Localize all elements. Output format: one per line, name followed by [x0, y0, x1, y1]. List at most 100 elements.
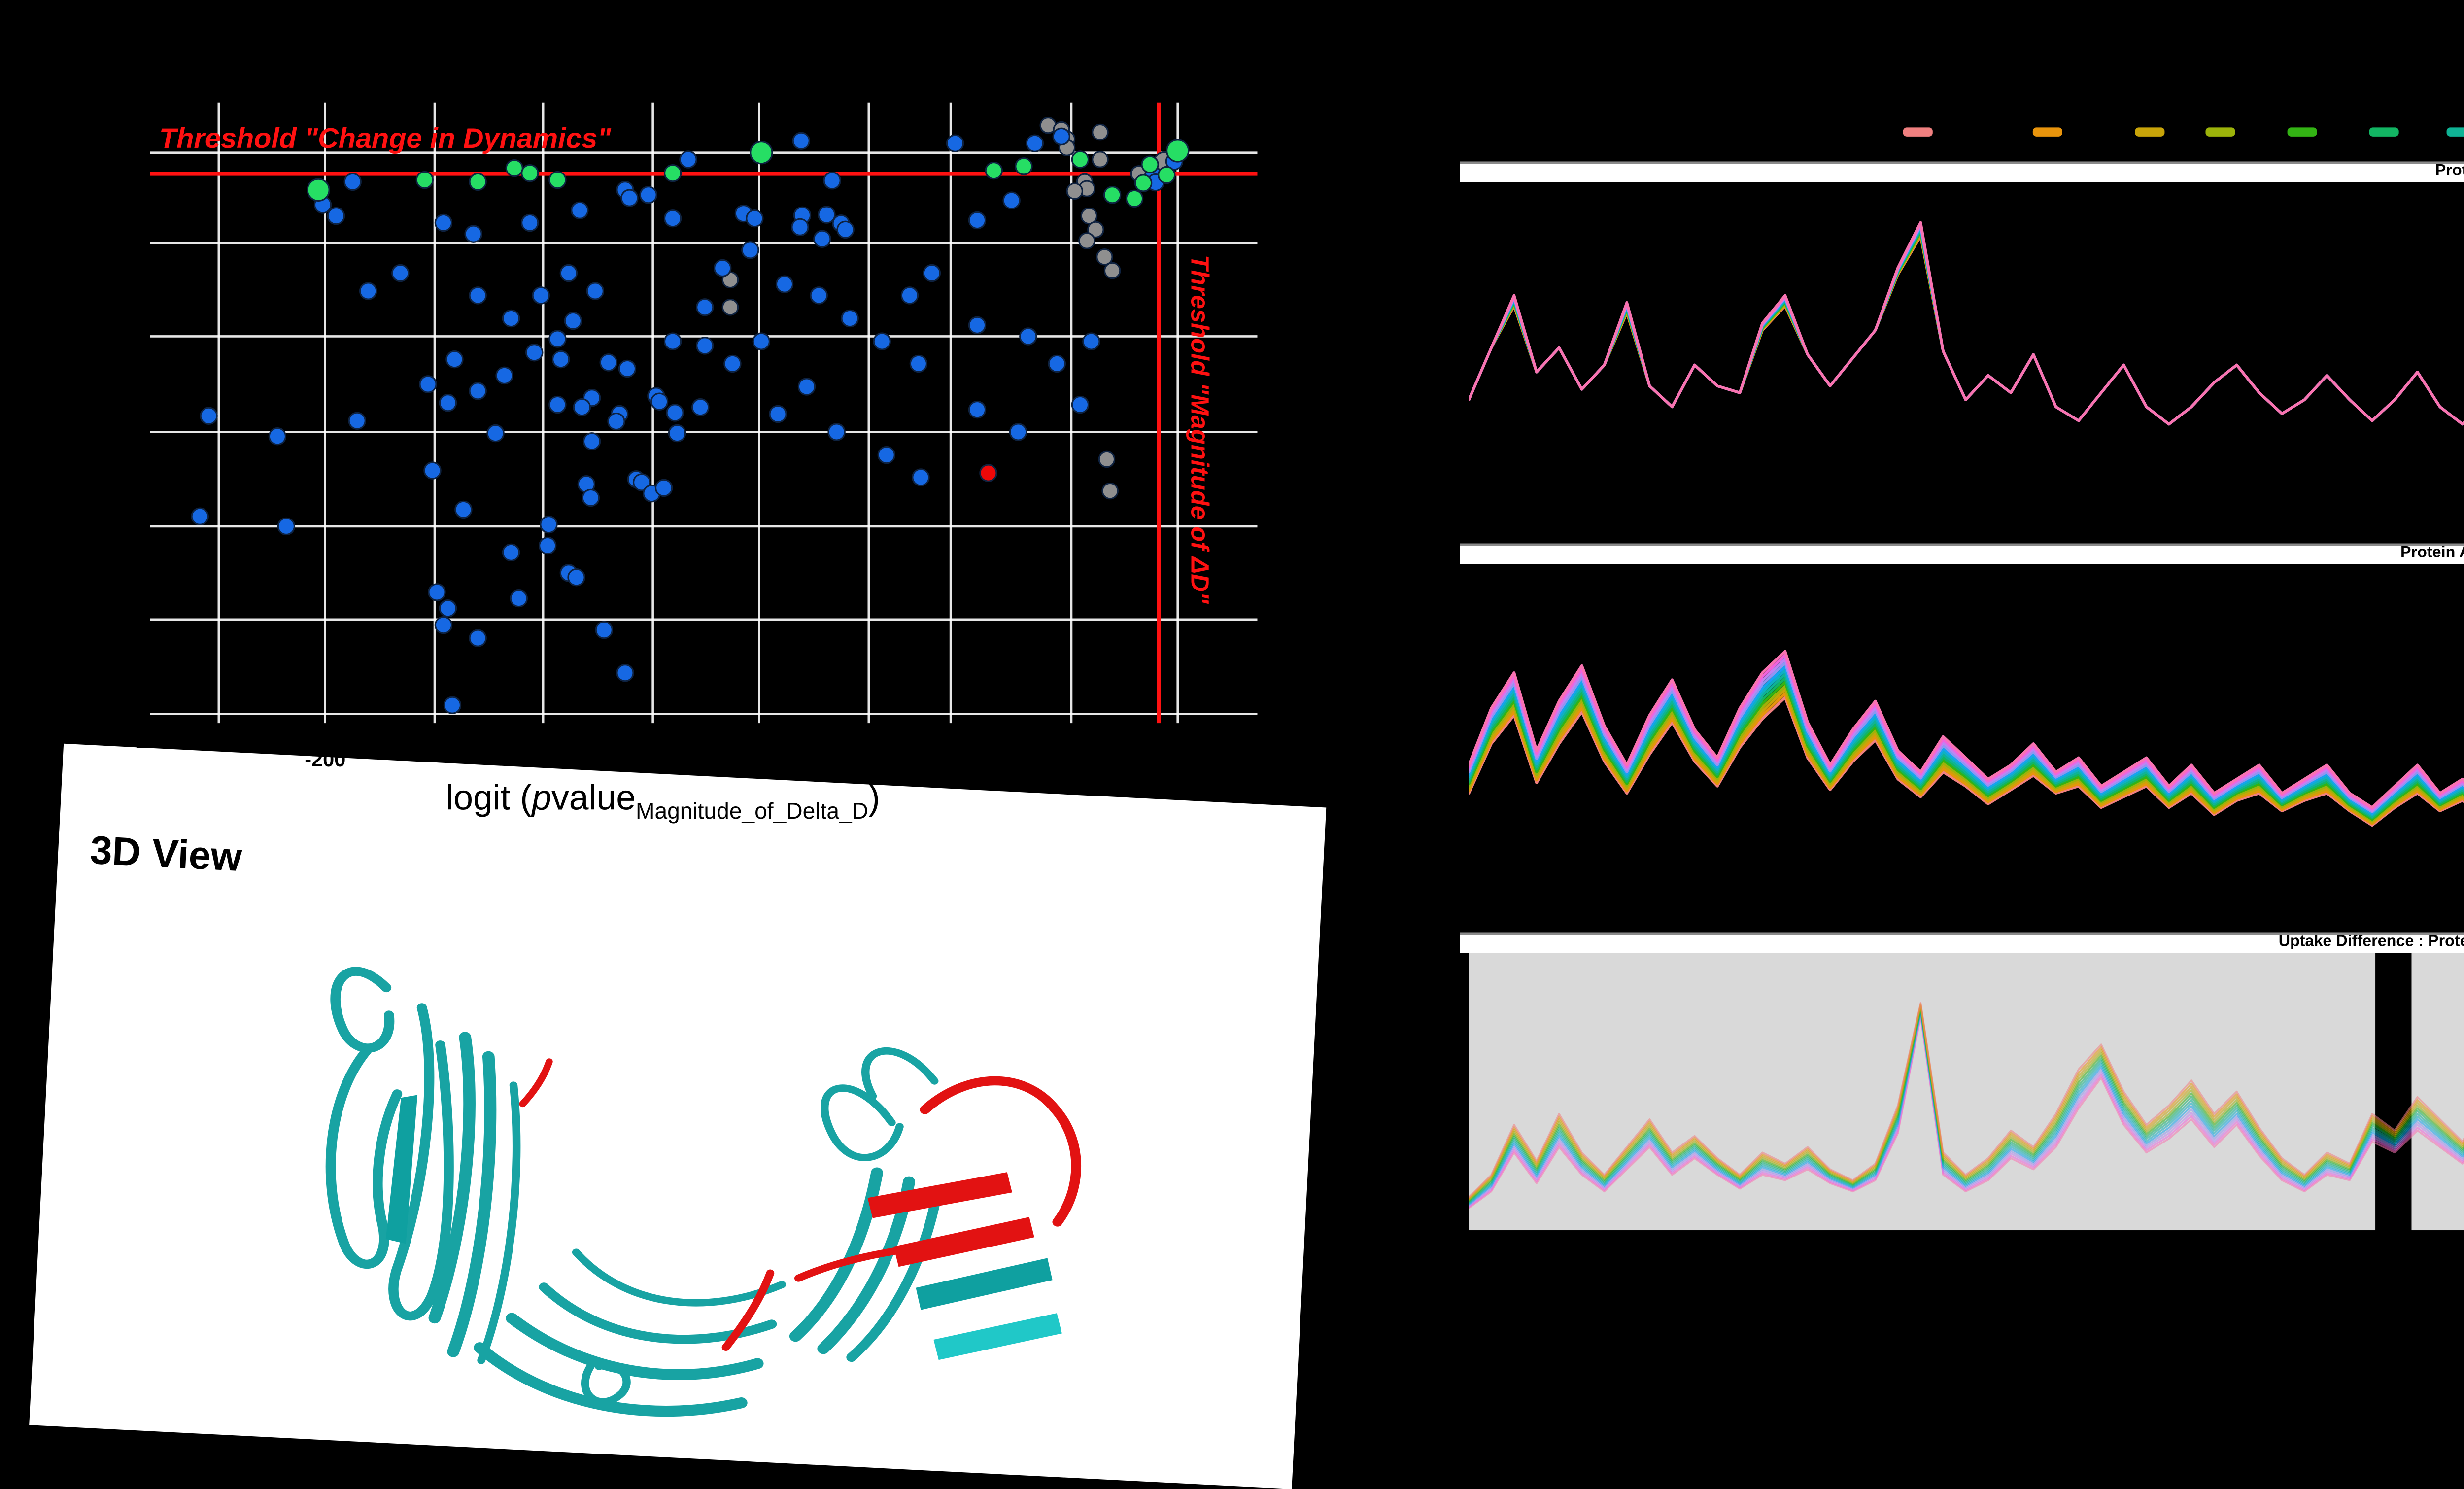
- scatter-point-blue[interactable]: [191, 507, 209, 526]
- uptake-difference-chart[interactable]: [1469, 953, 2464, 1231]
- scatter-point-blue[interactable]: [277, 517, 296, 536]
- uptake-chart-protein-a-ligand[interactable]: [1469, 566, 2464, 921]
- scatter-point-blue[interactable]: [900, 286, 919, 305]
- scatter-point-blue[interactable]: [923, 264, 941, 282]
- scatter-point-gray[interactable]: [1096, 248, 1113, 266]
- scatter-point-blue[interactable]: [469, 629, 487, 647]
- scatter-point-blue[interactable]: [343, 173, 362, 191]
- scatter-point-blue[interactable]: [691, 398, 710, 416]
- scatter-point-blue[interactable]: [1048, 354, 1066, 373]
- legend-dash-timepoint-1[interactable]: [1902, 127, 1932, 136]
- scatter-point-blue[interactable]: [769, 405, 787, 423]
- scatter-point-blue[interactable]: [810, 286, 828, 305]
- scatter-point-blue[interactable]: [268, 427, 287, 446]
- scatter-point-blue[interactable]: [551, 350, 570, 369]
- scatter-point-green[interactable]: [1103, 186, 1122, 204]
- scatter-point-blue[interactable]: [1002, 191, 1021, 209]
- protein-ribbon-3d[interactable]: [121, 866, 1284, 1469]
- scatter-point-blue[interactable]: [968, 400, 987, 419]
- scatter-point-blue[interactable]: [827, 423, 846, 441]
- 3d-view-panel[interactable]: 3D View: [29, 743, 1327, 1489]
- scatter-point-green[interactable]: [750, 140, 773, 165]
- legend-dash-timepoint-7[interactable]: [2445, 127, 2464, 136]
- scatter-point-blue[interactable]: [663, 332, 682, 350]
- scatter-point-blue[interactable]: [792, 132, 810, 150]
- scatter-point-blue[interactable]: [571, 201, 589, 220]
- scatter-point-green[interactable]: [1141, 155, 1159, 173]
- scatter-point-gray[interactable]: [1098, 450, 1116, 468]
- scatter-point-blue[interactable]: [1019, 327, 1037, 346]
- scatter-point-blue[interactable]: [968, 211, 987, 230]
- scatter-point-blue[interactable]: [666, 404, 684, 422]
- legend-dash-timepoint-2[interactable]: [2031, 127, 2061, 136]
- scatter-point-blue[interactable]: [567, 568, 585, 587]
- scatter-point-green[interactable]: [521, 164, 539, 182]
- legend-dash-timepoint-4[interactable]: [2204, 127, 2234, 136]
- scatter-point-blue[interactable]: [616, 663, 634, 682]
- scatter-point-blue[interactable]: [559, 264, 578, 282]
- scatter-point-blue[interactable]: [1026, 134, 1044, 152]
- scatter-point-gray[interactable]: [1087, 221, 1104, 239]
- scatter-point-blue[interactable]: [632, 473, 651, 491]
- scatter-point-blue[interactable]: [502, 309, 520, 328]
- uptake-chart-protein-a[interactable]: [1469, 191, 2464, 539]
- scatter-point-blue[interactable]: [327, 207, 345, 225]
- scatter-point-blue[interactable]: [654, 479, 673, 497]
- scatter-point-blue[interactable]: [548, 330, 567, 348]
- scatter-point-blue[interactable]: [454, 500, 473, 519]
- scatter-point-blue[interactable]: [445, 350, 464, 369]
- scatter-point-blue[interactable]: [775, 275, 794, 293]
- scatter-point-blue[interactable]: [1009, 423, 1027, 441]
- scatter-point-blue[interactable]: [359, 282, 377, 300]
- scatter-point-green[interactable]: [307, 178, 330, 202]
- scatter-point-blue[interactable]: [607, 412, 625, 431]
- scatter-point-blue[interactable]: [741, 241, 759, 259]
- scatter-point-gray[interactable]: [1103, 262, 1121, 279]
- scatter-point-blue[interactable]: [540, 515, 558, 534]
- scatter-point-green[interactable]: [469, 173, 487, 191]
- scatter-point-blue[interactable]: [582, 432, 601, 450]
- scatter-point-blue[interactable]: [813, 230, 831, 248]
- scatter-point-blue[interactable]: [469, 382, 487, 400]
- scatter-point-blue[interactable]: [873, 332, 891, 350]
- scatter-point-green[interactable]: [1071, 150, 1090, 169]
- scatter-point-blue[interactable]: [586, 282, 605, 300]
- scatter-point-blue[interactable]: [423, 461, 442, 480]
- scatter-point-blue[interactable]: [713, 259, 732, 277]
- scatter-point-gray[interactable]: [1080, 207, 1098, 225]
- scatter-point-blue[interactable]: [434, 616, 453, 634]
- scatter-point-gray[interactable]: [1066, 182, 1084, 200]
- scatter-point-green[interactable]: [1134, 174, 1153, 192]
- scatter-point-blue[interactable]: [469, 286, 487, 305]
- scatter-point-blue[interactable]: [495, 366, 513, 385]
- legend-dash-timepoint-6[interactable]: [2368, 127, 2398, 136]
- scatter-point-blue[interactable]: [348, 412, 366, 430]
- scatter-point-blue[interactable]: [391, 264, 410, 282]
- scatter-point-blue[interactable]: [663, 209, 682, 228]
- scatter-point-blue[interactable]: [502, 543, 520, 562]
- scatter-point-blue[interactable]: [823, 172, 841, 190]
- scatter-point-blue[interactable]: [434, 213, 453, 232]
- legend-dash-timepoint-5[interactable]: [2286, 127, 2316, 136]
- scatter-point-blue[interactable]: [1082, 332, 1100, 350]
- scatter-point-gray[interactable]: [1078, 232, 1095, 249]
- scatter-point-blue[interactable]: [639, 186, 657, 204]
- scatter-point-blue[interactable]: [696, 298, 714, 316]
- scatter-point-blue[interactable]: [791, 218, 809, 237]
- scatter-point-blue[interactable]: [538, 536, 557, 555]
- scatter-point-gray[interactable]: [1092, 151, 1109, 168]
- scatter-point-blue[interactable]: [1071, 395, 1090, 414]
- scatter-point-blue[interactable]: [841, 309, 859, 328]
- scatter-point-green[interactable]: [1125, 189, 1144, 208]
- scatter-point-blue[interactable]: [443, 696, 462, 714]
- scatter-point-blue[interactable]: [620, 189, 639, 207]
- scatter-point-green[interactable]: [1165, 139, 1190, 163]
- scatter-point-green[interactable]: [1158, 166, 1176, 184]
- scatter-point-blue[interactable]: [909, 354, 928, 373]
- scatter-point-blue[interactable]: [723, 354, 742, 373]
- scatter-point-green[interactable]: [415, 171, 434, 189]
- scatter-point-blue[interactable]: [582, 488, 600, 507]
- scatter-point-blue[interactable]: [1052, 127, 1070, 146]
- scatter-point-blue[interactable]: [679, 150, 697, 169]
- scatter-point-gray[interactable]: [1092, 123, 1109, 141]
